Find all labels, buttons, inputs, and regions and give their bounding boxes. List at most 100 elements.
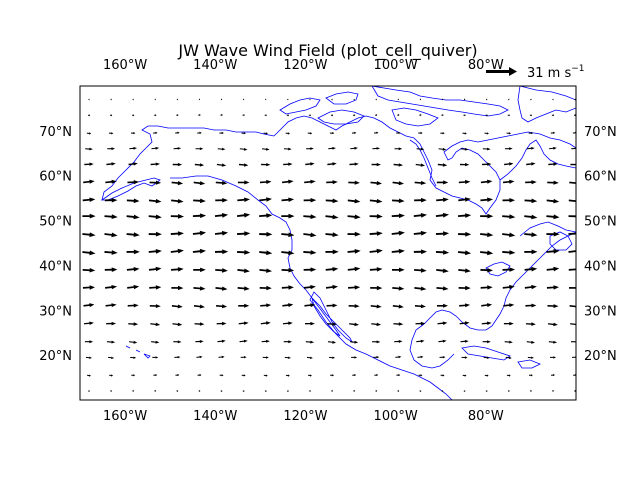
- wind-arrow-r15-c19: [505, 356, 512, 359]
- wind-arrow-r4-c16: [437, 163, 448, 167]
- wind-arrow-r13-c4: [172, 322, 183, 327]
- wind-arrow-r17-c5: [198, 389, 201, 393]
- wind-arrow-r7-c9: [281, 213, 295, 219]
- wind-arrow-r7-c4: [170, 214, 184, 219]
- y-tick-right-5: 70°N: [584, 125, 617, 140]
- wind-arrow-r17-c13: [375, 389, 378, 393]
- wind-arrow-r2-c4: [175, 131, 180, 134]
- wind-arrow-r8-c7: [237, 231, 251, 236]
- wind-arrow-r15-c6: [218, 355, 225, 359]
- y-tick-left-4: 60°N: [39, 170, 72, 185]
- coastline-arctic-islands-4: [317, 109, 365, 125]
- wind-arrow-r1-c14: [397, 113, 400, 117]
- wind-arrow-r8-c3: [148, 231, 162, 237]
- wind-arrow-r13-c8: [260, 321, 271, 325]
- axis-ticks: 160°W 160°W 140°W 140°W 120°W 120°W 100°W 100°W…: [39, 58, 617, 424]
- wind-arrow-r4-c13: [371, 162, 381, 167]
- wind-arrow-r5-c22: [569, 181, 576, 186]
- wind-arrow-r0-c22: [574, 98, 576, 101]
- wind-arrow-r5-c6: [215, 180, 228, 185]
- y-tick-left-1: 30°N: [39, 304, 72, 319]
- wind-arrow-r3-c21: [549, 146, 557, 150]
- wind-arrow-r15-c0: [85, 356, 92, 359]
- wind-arrow-r10-c12: [347, 266, 361, 272]
- wind-arrow-r1-c9: [286, 114, 289, 117]
- wind-arrow-r11-c4: [171, 285, 184, 291]
- wind-arrow-r16-c16: [440, 374, 445, 377]
- wind-arrow-r10-c20: [524, 266, 538, 272]
- wind-arrow-r7-c20: [524, 214, 538, 220]
- wind-arrow-r11-c11: [325, 284, 338, 290]
- wind-arrow-r0-c7: [243, 98, 245, 101]
- wind-arrow-r17-c4: [176, 389, 179, 393]
- wind-arrow-r5-c12: [348, 180, 360, 185]
- wind-arrow-r14-c16: [438, 339, 447, 343]
- wind-arrow-r12-c22: [569, 304, 576, 309]
- wind-arrow-r8-c21: [546, 231, 560, 237]
- x-tick-top-0: 160°W: [103, 58, 147, 73]
- coastline-newfoundland: [549, 231, 573, 251]
- wind-arrow-r9-c2: [126, 249, 140, 255]
- wind-arrow-r11-c9: [281, 285, 294, 290]
- wind-arrow-r10-c11: [325, 267, 339, 272]
- wind-arrow-r11-c15: [414, 286, 427, 291]
- map-title: JW Wave Wind Field (plot_cell_quiver): [177, 41, 477, 61]
- wind-arrow-r14-c10: [305, 340, 315, 344]
- wind-arrow-r9-c16: [435, 250, 450, 255]
- wind-arrow-r16-c20: [529, 374, 533, 377]
- wind-arrow-r0-c20: [530, 98, 532, 101]
- wind-arrow-r2-c12: [351, 131, 357, 135]
- wind-arrow-r6-c0: [82, 197, 96, 202]
- wind-arrow-r14-c18: [482, 340, 491, 344]
- wind-arrow-r1-c4: [176, 113, 179, 117]
- wind-arrow-r2-c9: [285, 132, 290, 135]
- wind-arrow-r6-c9: [281, 197, 295, 202]
- wind-arrow-r15-c15: [417, 355, 424, 359]
- wind-arrow-r0-c21: [552, 98, 554, 101]
- wind-arrow-r1-c21: [551, 114, 555, 117]
- wind-arrow-r0-c1: [110, 98, 112, 101]
- wind-arrow-r7-c12: [347, 214, 361, 220]
- wind-arrow-r3-c9: [284, 147, 292, 151]
- quiver-key-label: 31 m s−1: [527, 64, 585, 81]
- wind-arrow-r4-c21: [548, 162, 558, 166]
- wind-arrow-r14-c3: [151, 340, 160, 344]
- wind-arrow-r8-c4: [170, 231, 184, 236]
- x-tick-top-1: 140°W: [193, 58, 237, 73]
- wind-arrow-r13-c6: [216, 321, 227, 326]
- wind-arrow-r5-c10: [304, 179, 316, 184]
- wind-arrow-r7-c1: [104, 214, 118, 219]
- wind-arrow-r5-c18: [480, 179, 493, 184]
- wind-arrow-r9-c1: [104, 250, 118, 255]
- wind-arrow-r15-c17: [461, 356, 468, 359]
- wind-arrow-r5-c17: [458, 179, 471, 184]
- wind-arrow-r2-c19: [506, 132, 511, 135]
- wind-arrow-r6-c17: [458, 197, 471, 202]
- wind-arrow-r16-c12: [352, 373, 357, 377]
- wind-arrow-r10-c21: [546, 266, 560, 272]
- wind-arrow-r2-c7: [241, 132, 246, 135]
- wind-arrow-r3-c16: [438, 147, 447, 151]
- wind-arrow-r9-c0: [82, 250, 96, 256]
- wind-arrow-r12-c12: [348, 304, 360, 308]
- wind-arrow-r5-c13: [370, 181, 382, 186]
- wind-arrow-r12-c19: [503, 303, 515, 308]
- coastline-maritimes: [519, 221, 576, 237]
- coastline-arctic-islands-1: [279, 97, 321, 115]
- wind-arrow-r4-c12: [349, 162, 359, 166]
- wind-arrow-r12-c3: [149, 304, 161, 308]
- wind-arrow-r12-c16: [437, 303, 448, 308]
- wind-arrow-r15-c4: [174, 356, 181, 359]
- wind-arrow-r12-c8: [260, 303, 272, 308]
- wind-arrow-r10-c0: [82, 268, 96, 273]
- wind-arrow-r9-c12: [347, 249, 361, 254]
- wind-arrow-r8-c19: [502, 232, 516, 238]
- wind-arrow-r10-c4: [171, 267, 184, 272]
- wind-arrow-r12-c21: [547, 304, 559, 308]
- wind-arrow-r1-c0: [87, 114, 91, 117]
- wind-arrow-r1-c18: [485, 114, 488, 117]
- wind-arrow-r2-c17: [462, 132, 467, 135]
- wind-arrow-r15-c20: [527, 356, 534, 359]
- wind-arrow-r8-c13: [369, 231, 383, 236]
- wind-arrow-r4-c19: [504, 162, 514, 166]
